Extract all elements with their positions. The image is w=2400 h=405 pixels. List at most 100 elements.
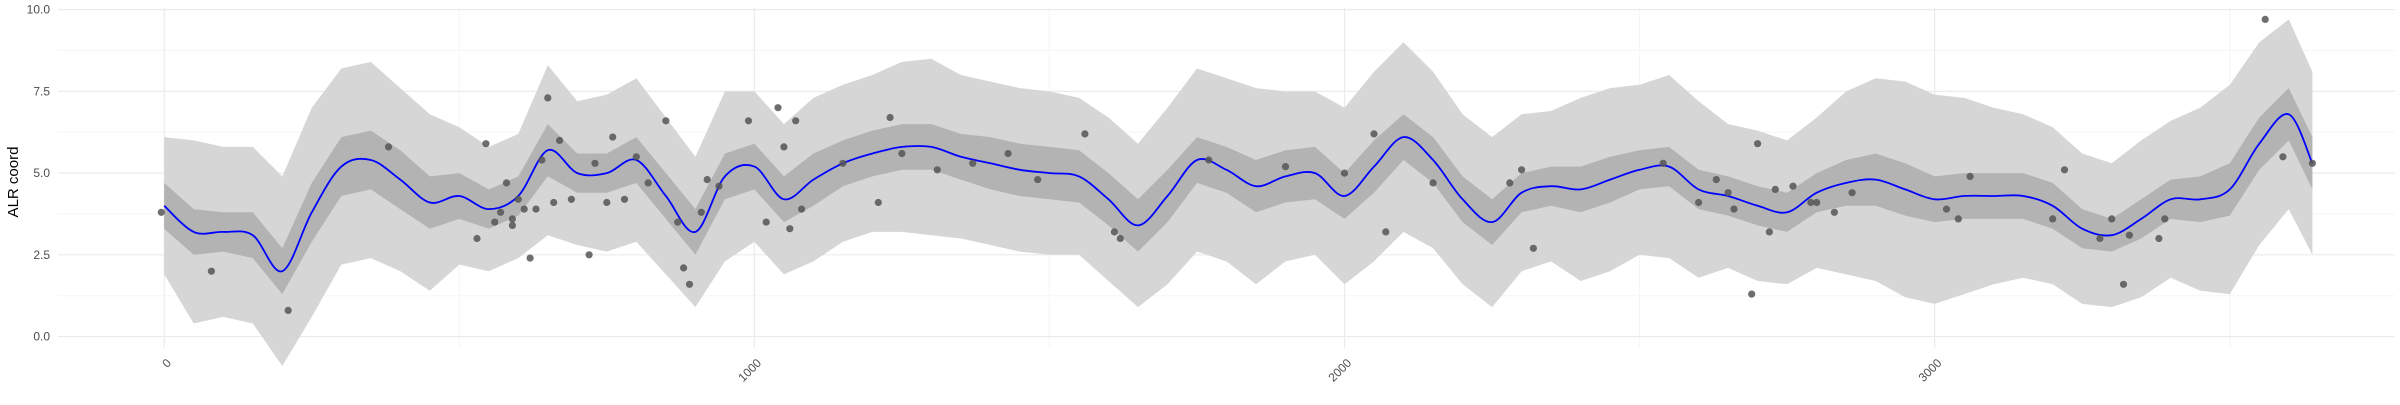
data-point bbox=[514, 195, 522, 203]
data-point bbox=[2261, 15, 2269, 23]
data-point bbox=[1034, 176, 1042, 184]
data-point bbox=[2308, 159, 2316, 167]
data-point bbox=[491, 218, 499, 226]
data-point bbox=[1765, 228, 1773, 236]
data-point bbox=[567, 195, 576, 203]
data-point bbox=[632, 153, 640, 161]
data-point bbox=[550, 198, 558, 207]
data-point bbox=[609, 133, 617, 141]
inner-band-layer bbox=[164, 88, 2313, 295]
data-point bbox=[1004, 149, 1012, 158]
data-point bbox=[508, 221, 516, 229]
data-point bbox=[603, 198, 611, 207]
data-point bbox=[1848, 189, 1856, 197]
data-point bbox=[774, 104, 782, 112]
data-point bbox=[497, 208, 505, 216]
x-tick-label: 0 bbox=[159, 356, 174, 371]
data-point bbox=[1954, 215, 1962, 223]
data-point bbox=[1529, 244, 1537, 252]
data-point bbox=[1695, 198, 1703, 207]
data-point bbox=[284, 306, 292, 314]
data-point bbox=[1110, 228, 1118, 236]
data-point bbox=[1116, 234, 1124, 243]
data-point bbox=[898, 149, 906, 158]
inner-interval-band bbox=[164, 88, 2313, 295]
data-point bbox=[1754, 140, 1762, 148]
data-point bbox=[532, 205, 540, 213]
data-point bbox=[1942, 205, 1951, 213]
data-point bbox=[2096, 234, 2104, 243]
data-point bbox=[1830, 208, 1838, 216]
x-tick-label: 1000 bbox=[735, 356, 764, 385]
data-point bbox=[520, 205, 528, 213]
data-point bbox=[2108, 215, 2116, 223]
y-axis-title: ALR coord bbox=[5, 147, 22, 218]
data-point bbox=[2161, 215, 2169, 223]
data-point bbox=[798, 205, 806, 213]
data-point bbox=[1205, 156, 1213, 164]
data-point bbox=[1966, 172, 1974, 180]
y-tick-label: 5.0 bbox=[33, 166, 50, 180]
data-point bbox=[2060, 166, 2069, 174]
data-point bbox=[762, 218, 770, 226]
data-point bbox=[1382, 228, 1390, 236]
data-point bbox=[697, 208, 705, 216]
data-point bbox=[1813, 198, 1821, 207]
x-tick-labels: 0 1000 2000 3000 bbox=[159, 356, 1944, 385]
data-point bbox=[2119, 280, 2128, 288]
data-point bbox=[1081, 130, 1089, 138]
data-point bbox=[744, 117, 753, 125]
data-point bbox=[886, 113, 894, 122]
data-point bbox=[644, 179, 652, 187]
data-point bbox=[2155, 234, 2163, 243]
data-point bbox=[526, 254, 534, 262]
data-point bbox=[1429, 179, 1437, 187]
data-point bbox=[2125, 231, 2133, 239]
data-point bbox=[703, 176, 711, 184]
data-point bbox=[780, 143, 788, 151]
data-point bbox=[2279, 153, 2287, 161]
points-layer bbox=[157, 15, 2316, 314]
data-point bbox=[1340, 169, 1349, 177]
data-point bbox=[502, 179, 511, 187]
data-point bbox=[591, 159, 599, 167]
data-point bbox=[662, 117, 670, 125]
data-point bbox=[1807, 198, 1815, 207]
data-point bbox=[715, 182, 723, 190]
data-point bbox=[538, 156, 546, 164]
data-point bbox=[2049, 215, 2057, 223]
data-point bbox=[1724, 189, 1732, 197]
data-point bbox=[839, 159, 847, 167]
y-tick-label: 0.0 bbox=[33, 330, 50, 344]
x-tick-label: 3000 bbox=[1916, 356, 1945, 385]
y-tick-label: 7.5 bbox=[33, 84, 50, 98]
y-tick-label: 10.0 bbox=[27, 3, 51, 17]
data-point bbox=[1506, 179, 1514, 187]
data-point bbox=[556, 136, 564, 144]
data-point bbox=[786, 225, 794, 233]
data-point bbox=[1789, 182, 1797, 190]
data-point bbox=[680, 264, 688, 272]
data-point bbox=[1748, 290, 1756, 298]
data-point bbox=[1712, 176, 1720, 184]
data-point bbox=[969, 159, 977, 167]
data-point bbox=[207, 267, 215, 275]
data-point bbox=[157, 208, 165, 216]
data-point bbox=[1659, 159, 1667, 167]
data-point bbox=[1281, 163, 1290, 171]
data-point bbox=[1518, 166, 1526, 174]
y-tick-label: 2.5 bbox=[33, 248, 50, 262]
data-point bbox=[384, 143, 393, 151]
data-point bbox=[674, 218, 682, 226]
data-point bbox=[473, 234, 481, 243]
data-point bbox=[482, 140, 490, 148]
data-point bbox=[685, 280, 694, 288]
data-point bbox=[585, 251, 593, 259]
data-point bbox=[874, 198, 882, 207]
data-point bbox=[933, 166, 941, 174]
data-point bbox=[1730, 205, 1738, 213]
data-point bbox=[544, 94, 552, 102]
data-point bbox=[620, 195, 629, 203]
